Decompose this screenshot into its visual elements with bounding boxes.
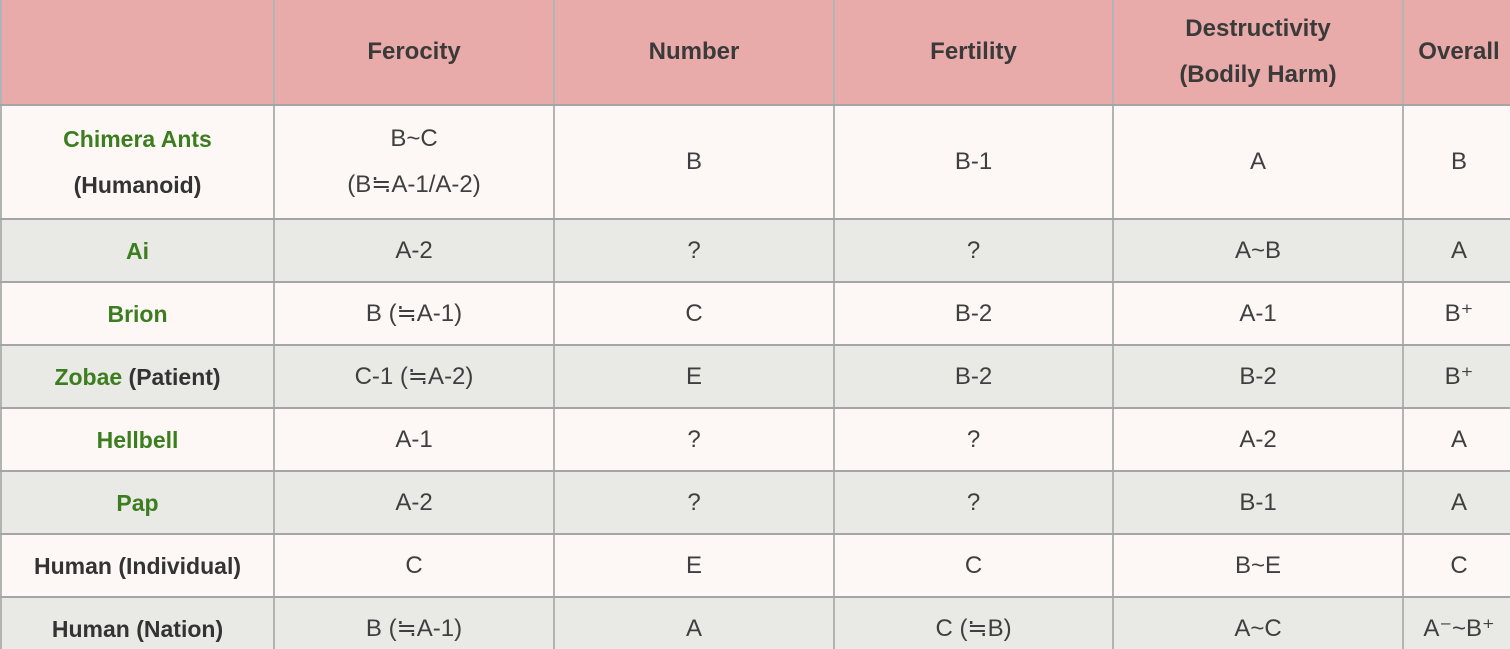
cell-ferocity: A-2: [273, 218, 555, 283]
cell-destructivity: A-1: [1112, 281, 1404, 346]
table-row: Chimera Ants (Humanoid) B~C (B≒A-1/A-2) B B-1…: [0, 104, 1510, 220]
row-name-green-text: Pap: [116, 489, 159, 516]
table-row: Human (Individual) C E C B~E C: [0, 533, 1510, 598]
cell-destructivity: B~E: [1112, 533, 1404, 598]
cell-destructivity: A~C: [1112, 596, 1404, 649]
cell-destructivity: B-1: [1112, 470, 1404, 535]
cell-number: ?: [553, 470, 835, 535]
cell-overall: A: [1402, 218, 1510, 283]
cell-number: E: [553, 344, 835, 409]
cell-destructivity: B-2: [1112, 344, 1404, 409]
table-body: Chimera Ants (Humanoid) B~C (B≒A-1/A-2) B B-1…: [0, 104, 1510, 649]
row-name-green-text: Zobae: [54, 363, 123, 390]
cell-number: B: [553, 104, 835, 220]
row-name-green-text: Hellbell: [96, 426, 179, 453]
row-name: Ai: [0, 218, 275, 283]
cell-destructivity: A-2: [1112, 407, 1404, 472]
header-blank: [0, 0, 275, 106]
header-ferocity: Ferocity: [273, 0, 555, 106]
cell-ferocity: B (≒A-1): [273, 281, 555, 346]
row-name-dark-text: Human (Nation): [51, 615, 224, 642]
cell-overall: A: [1402, 470, 1510, 535]
cell-ferocity: B~C (B≒A-1/A-2): [273, 104, 555, 220]
row-name: Zobae (Patient): [0, 344, 275, 409]
row-name-green-text: Brion: [107, 300, 168, 327]
cell-number: A: [553, 596, 835, 649]
cell-overall: B⁺: [1402, 344, 1510, 409]
row-name: Human (Individual): [0, 533, 275, 598]
table-row: Human (Nation) B (≒A-1) A C (≒B) A~C A⁻~B⁺: [0, 596, 1510, 649]
row-name-green-text: Chimera Ants: [63, 126, 212, 152]
cell-overall: C: [1402, 533, 1510, 598]
row-name-dark-text: (Patient): [122, 363, 221, 390]
header-destructivity: Destructivity (Bodily Harm): [1112, 0, 1404, 106]
cell-number: ?: [553, 218, 835, 283]
cell-fertility: C (≒B): [833, 596, 1114, 649]
row-name: Pap: [0, 470, 275, 535]
table-row: Brion B (≒A-1) C B-2 A-1 B⁺: [0, 281, 1510, 346]
cell-overall: A: [1402, 407, 1510, 472]
cell-destructivity: A~B: [1112, 218, 1404, 283]
cell-ferocity: A-2: [273, 470, 555, 535]
cell-fertility: ?: [833, 218, 1114, 283]
header-fertility: Fertility: [833, 0, 1114, 106]
cell-number: E: [553, 533, 835, 598]
cell-ferocity: B (≒A-1): [273, 596, 555, 649]
header-destructivity-line2: (Bodily Harm): [1179, 61, 1337, 88]
cell-destructivity: A: [1112, 104, 1404, 220]
cell-overall: A⁻~B⁺: [1402, 596, 1510, 649]
table-row: Hellbell A-1?? A-2 A: [0, 407, 1510, 472]
header-row: Ferocity Number Fertility Destructivity …: [0, 0, 1510, 106]
cell-fertility: C: [833, 533, 1114, 598]
cell-fertility: B-1: [833, 104, 1114, 220]
row-name: Human (Nation): [0, 596, 275, 649]
cell-fertility: B-2: [833, 344, 1114, 409]
cell-number: C: [553, 281, 835, 346]
cell-number: ?: [553, 407, 835, 472]
header-destructivity-line1: Destructivity: [1185, 15, 1331, 42]
cell-ferocity: C: [273, 533, 555, 598]
cell-ferocity: A-1: [273, 407, 555, 472]
row-name-green-text: Ai: [126, 237, 149, 264]
table-row: Zobae (Patient) C-1 (≒A-2) E B-2 B-2 B⁺: [0, 344, 1510, 409]
cell-fertility: B-2: [833, 281, 1114, 346]
cell-ferocity: C-1 (≒A-2): [273, 344, 555, 409]
header-number: Number: [553, 0, 835, 106]
cell-fertility: ?: [833, 470, 1114, 535]
cell-overall: B: [1402, 104, 1510, 220]
cell-overall: B⁺: [1402, 281, 1510, 346]
row-name-dark-text: (Humanoid): [73, 172, 202, 198]
row-name: Hellbell: [0, 407, 275, 472]
row-name: Brion: [0, 281, 275, 346]
header-overall: Overall: [1402, 0, 1510, 106]
table-row: Pap A-2?? B-1 A: [0, 470, 1510, 535]
row-name-dark-text: Human (Individual): [34, 552, 241, 579]
row-name: Chimera Ants (Humanoid): [0, 104, 275, 220]
cell-fertility: ?: [833, 407, 1114, 472]
table-row: Ai A-2?? A~B A: [0, 218, 1510, 283]
